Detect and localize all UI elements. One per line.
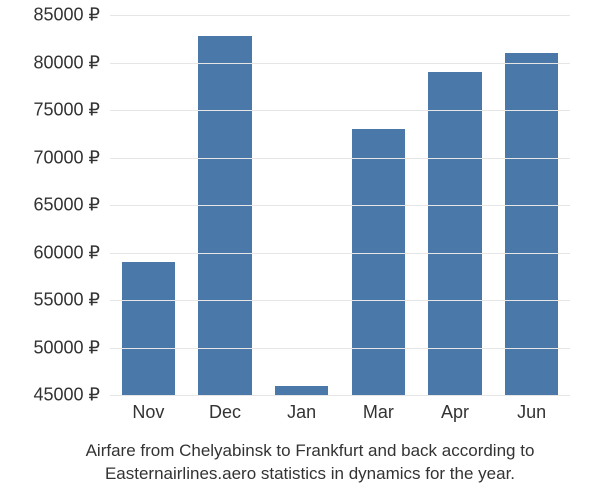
x-tick-label: Apr <box>441 402 469 423</box>
x-tick-label: Jan <box>287 402 316 423</box>
y-tick-label: 65000 ₽ <box>10 195 100 216</box>
bar <box>198 36 252 395</box>
bar <box>122 262 176 395</box>
grid-line <box>110 158 570 159</box>
bar <box>505 53 559 395</box>
grid-line <box>110 395 570 396</box>
y-tick-label: 50000 ₽ <box>10 337 100 358</box>
x-tick-label: Nov <box>132 402 164 423</box>
x-tick-label: Dec <box>209 402 241 423</box>
grid-line <box>110 205 570 206</box>
grid-line <box>110 253 570 254</box>
grid-line <box>110 15 570 16</box>
y-tick-label: 80000 ₽ <box>10 52 100 73</box>
x-tick-label: Mar <box>363 402 394 423</box>
chart-caption: Airfare from Chelyabinsk to Frankfurt an… <box>30 440 590 486</box>
bar <box>275 386 329 396</box>
y-tick-label: 45000 ₽ <box>10 385 100 406</box>
grid-line <box>110 348 570 349</box>
y-tick-label: 85000 ₽ <box>10 5 100 26</box>
plot-area <box>110 15 570 395</box>
airfare-chart: 45000 ₽ 50000 ₽ 55000 ₽ 60000 ₽ 65000 ₽ 70000… <box>0 0 600 500</box>
y-tick-label: 75000 ₽ <box>10 100 100 121</box>
y-tick-label: 60000 ₽ <box>10 242 100 263</box>
bar <box>352 129 406 395</box>
grid-line <box>110 300 570 301</box>
grid-line <box>110 110 570 111</box>
x-tick-label: Jun <box>517 402 546 423</box>
y-tick-label: 55000 ₽ <box>10 290 100 311</box>
grid-line <box>110 63 570 64</box>
y-tick-label: 70000 ₽ <box>10 147 100 168</box>
